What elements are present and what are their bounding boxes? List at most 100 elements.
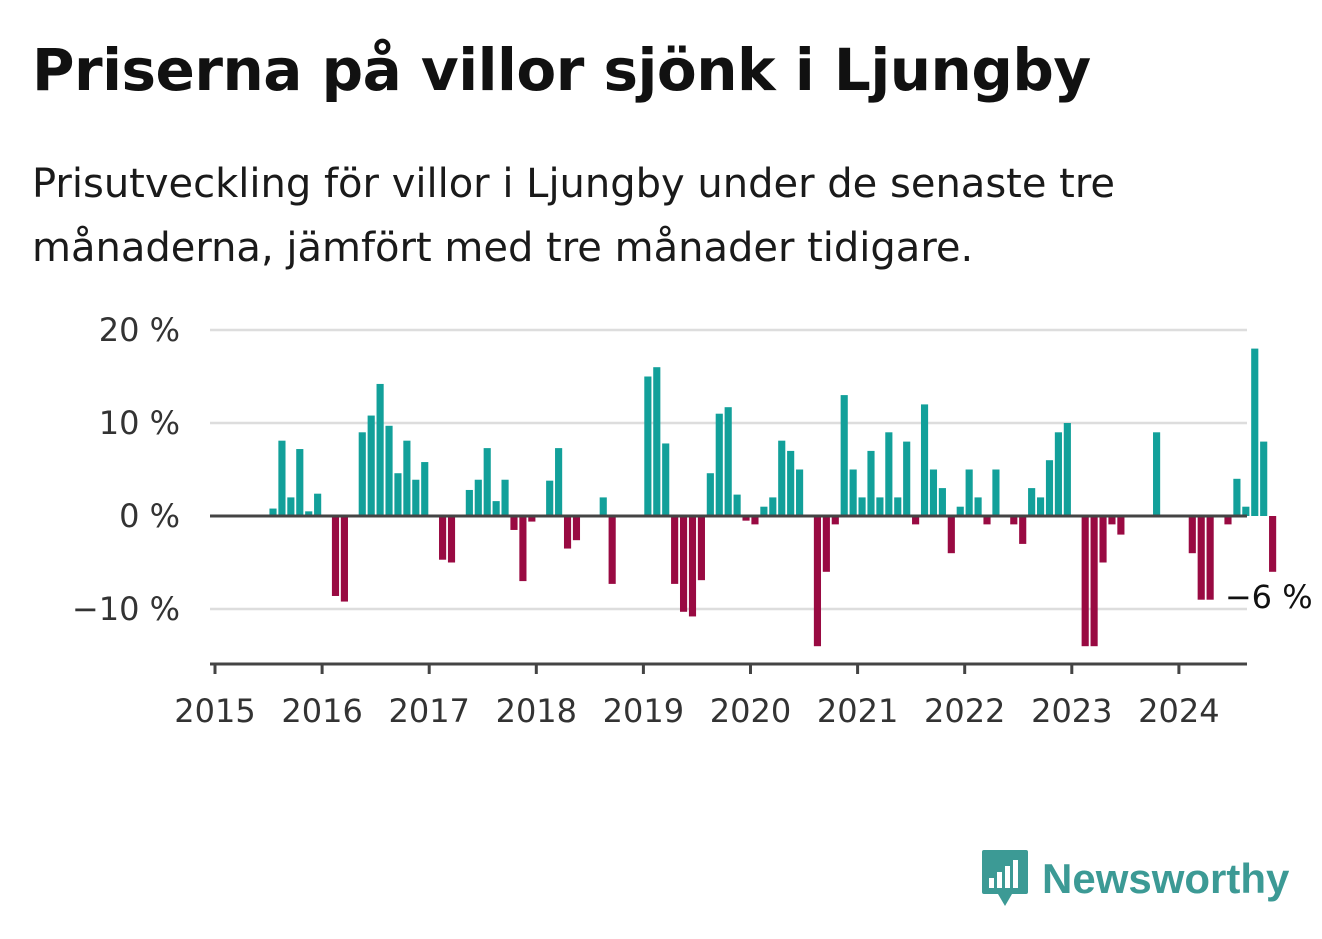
bar [1206,516,1214,600]
bar [912,516,920,525]
labels: −6 % [1225,578,1313,616]
bar [278,440,286,516]
x-tick-label: 2018 [496,692,577,730]
bar [563,516,572,549]
bar [528,516,536,522]
bar [421,462,429,516]
y-tick-label: −10 % [72,590,180,628]
bar [733,494,741,516]
bar [644,376,652,516]
bar [474,479,482,516]
bar-chart: 20 % 10 % 0 % −10 % 2015 2016 2017 2018 2019 2020… [72,311,1313,730]
bar [358,432,366,516]
y-tick-label: 10 % [99,404,180,442]
x-tick-label: 2024 [1138,692,1219,730]
bar [840,395,848,516]
bar [778,440,786,516]
bar [403,440,411,516]
bar [662,443,670,516]
last-value-label: −6 % [1225,578,1313,616]
bar [894,497,902,516]
bar [1036,497,1045,516]
bar [956,506,964,516]
logo-text: Newsworthy [1042,855,1290,902]
bar [1081,516,1089,647]
x-tick-label: 2016 [281,692,362,730]
bar [314,493,322,516]
x-tick-label: 2021 [817,692,898,730]
bar [929,469,938,516]
bar [974,497,982,516]
bar [555,448,563,516]
x-tick-label: 2020 [710,692,791,730]
bar [1224,516,1232,525]
bar [1242,506,1250,516]
bar [653,367,661,516]
bar [920,404,929,516]
bar [269,508,277,516]
bar [412,479,420,516]
chart-subtitle: Prisutveckling för villor i Ljungby unde… [32,161,1116,271]
bar [1045,460,1054,516]
bar [760,506,768,516]
chart-title: Priserna på villor sjönk i Ljungby [32,36,1091,104]
bar [1197,516,1205,600]
bar [1117,516,1125,535]
bar [492,501,500,516]
bar [1108,516,1116,525]
bar [822,516,830,572]
x-tick-label: 2015 [174,692,255,730]
bar [938,488,946,516]
bar [715,413,723,516]
x-tick-label: 2019 [603,692,684,730]
bar [1010,516,1018,525]
bar [599,497,607,516]
bar [849,469,857,516]
bar [296,449,304,516]
bar [813,516,822,647]
bar [671,516,679,584]
bar [385,425,393,516]
bar [724,407,732,516]
bar [1090,516,1098,647]
bar [992,469,1000,516]
y-tick-label: 0 % [119,497,180,535]
bar [796,469,804,516]
bar [483,448,491,516]
bar [751,516,759,525]
bar [983,516,991,525]
bar [510,516,518,530]
bar [447,516,456,563]
newsworthy-logo: Newsworthy [980,848,1289,910]
axes: 20 % 10 % 0 % −10 % 2015 2016 2017 2018 2019 2020… [72,311,1247,730]
bar [769,497,777,516]
bar [608,516,616,584]
bar [305,511,313,516]
bar [1188,516,1196,554]
bar [1028,488,1036,516]
bar [501,479,509,516]
bar [287,497,295,516]
bar [831,516,839,525]
bar [903,441,911,516]
y-tick-label: 20 % [99,311,180,349]
bar [331,516,340,596]
bar [867,450,875,516]
bar [697,516,705,581]
bar-chart-speech-icon [982,850,1028,906]
bar [1019,516,1027,544]
bar [394,473,402,516]
bar [885,432,893,516]
bar [1153,432,1161,516]
bar [1269,516,1277,572]
bar [688,516,697,617]
bar [465,489,473,516]
bar [1233,478,1241,516]
bar [1260,441,1268,516]
x-tick-label: 2023 [1031,692,1112,730]
bar [679,516,688,612]
bar [572,516,581,541]
bar [367,415,375,516]
bar [1099,516,1107,563]
bar [519,516,527,582]
